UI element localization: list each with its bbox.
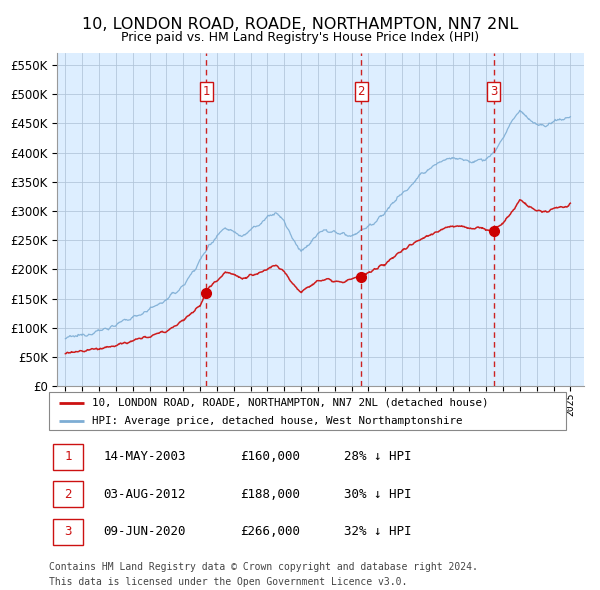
Text: 2: 2: [65, 488, 72, 501]
Text: 10, LONDON ROAD, ROADE, NORTHAMPTON, NN7 2NL: 10, LONDON ROAD, ROADE, NORTHAMPTON, NN7…: [82, 17, 518, 31]
Text: 3: 3: [65, 525, 72, 538]
Text: Price paid vs. HM Land Registry's House Price Index (HPI): Price paid vs. HM Land Registry's House …: [121, 31, 479, 44]
FancyBboxPatch shape: [53, 444, 83, 470]
Text: 14-MAY-2003: 14-MAY-2003: [104, 450, 186, 463]
Text: 1: 1: [65, 450, 72, 463]
FancyBboxPatch shape: [53, 481, 83, 507]
Text: 10, LONDON ROAD, ROADE, NORTHAMPTON, NN7 2NL (detached house): 10, LONDON ROAD, ROADE, NORTHAMPTON, NN7…: [92, 398, 488, 408]
Text: £188,000: £188,000: [241, 488, 301, 501]
Text: Contains HM Land Registry data © Crown copyright and database right 2024.: Contains HM Land Registry data © Crown c…: [49, 562, 478, 572]
Text: 32% ↓ HPI: 32% ↓ HPI: [344, 525, 412, 538]
Text: 3: 3: [490, 85, 497, 98]
Text: 03-AUG-2012: 03-AUG-2012: [104, 488, 186, 501]
Text: HPI: Average price, detached house, West Northamptonshire: HPI: Average price, detached house, West…: [92, 417, 462, 427]
Text: 09-JUN-2020: 09-JUN-2020: [104, 525, 186, 538]
Text: 28% ↓ HPI: 28% ↓ HPI: [344, 450, 412, 463]
Text: 30% ↓ HPI: 30% ↓ HPI: [344, 488, 412, 501]
Text: £160,000: £160,000: [241, 450, 301, 463]
FancyBboxPatch shape: [53, 519, 83, 545]
Text: 1: 1: [203, 85, 210, 98]
Text: £266,000: £266,000: [241, 525, 301, 538]
Text: 2: 2: [358, 85, 365, 98]
Text: This data is licensed under the Open Government Licence v3.0.: This data is licensed under the Open Gov…: [49, 577, 407, 587]
